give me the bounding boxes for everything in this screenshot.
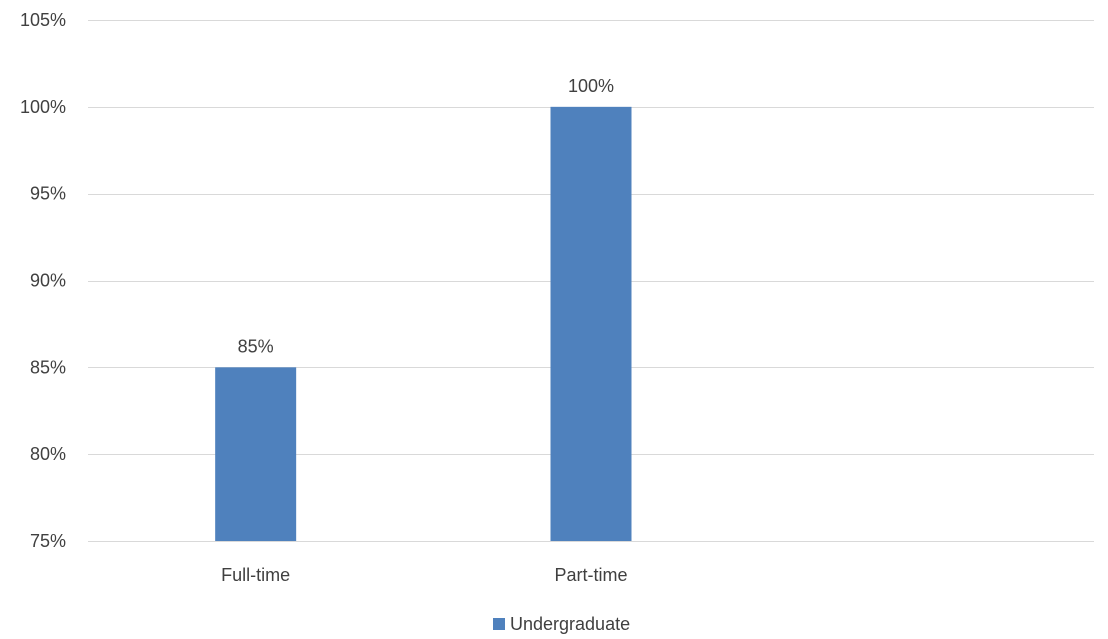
data-labels: 85% 100% — [238, 76, 614, 357]
bar-data-label: 100% — [568, 76, 614, 96]
x-category-label: Full-time — [221, 565, 290, 585]
y-tick-label: 105% — [20, 10, 66, 30]
y-tick-label: 100% — [20, 97, 66, 117]
bars — [215, 106, 632, 541]
bar — [550, 106, 632, 541]
legend-label-undergraduate: Undergraduate — [510, 614, 630, 634]
y-axis-tick-labels: 75% 80% 85% 90% 95% 100% 105% — [20, 10, 66, 551]
bar — [215, 367, 297, 541]
bar-data-label: 85% — [238, 336, 274, 356]
y-tick-label: 90% — [30, 271, 66, 291]
y-tick-label: 75% — [30, 531, 66, 551]
y-tick-label: 85% — [30, 357, 66, 377]
x-axis-category-labels: Full-time Part-time — [221, 565, 627, 585]
legend-swatch-undergraduate — [493, 618, 505, 630]
y-tick-label: 80% — [30, 444, 66, 464]
legend: Undergraduate — [493, 614, 630, 634]
y-tick-label: 95% — [30, 184, 66, 204]
x-category-label: Part-time — [554, 565, 627, 585]
